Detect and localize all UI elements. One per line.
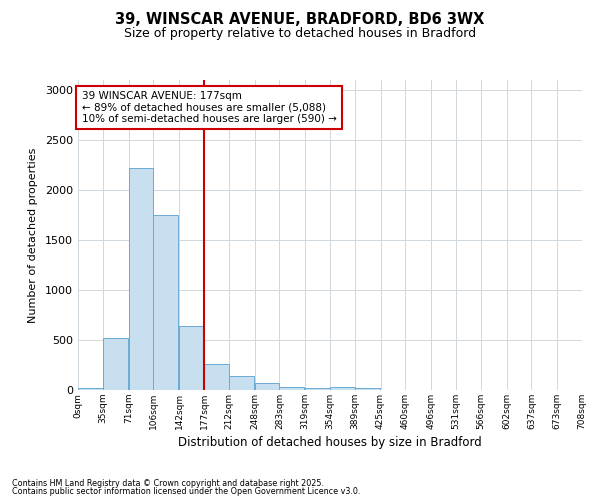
Text: Size of property relative to detached houses in Bradford: Size of property relative to detached ho… [124,27,476,40]
Bar [154,215,178,390]
Text: Contains HM Land Registry data © Crown copyright and database right 2025.: Contains HM Land Registry data © Crown c… [12,478,324,488]
Bar [330,387,355,390]
Bar [103,338,128,390]
Bar [229,376,254,390]
Y-axis label: Number of detached properties: Number of detached properties [28,148,38,322]
Bar [78,388,103,390]
Text: Contains public sector information licensed under the Open Government Licence v3: Contains public sector information licen… [12,487,361,496]
Text: 39, WINSCAR AVENUE, BRADFORD, BD6 3WX: 39, WINSCAR AVENUE, BRADFORD, BD6 3WX [115,12,485,28]
Bar [204,364,229,390]
Bar [355,388,380,390]
Bar [254,383,280,390]
Bar [128,168,154,390]
Bar [305,388,330,390]
X-axis label: Distribution of detached houses by size in Bradford: Distribution of detached houses by size … [178,436,482,449]
Text: 39 WINSCAR AVENUE: 177sqm
← 89% of detached houses are smaller (5,088)
10% of se: 39 WINSCAR AVENUE: 177sqm ← 89% of detac… [82,91,337,124]
Bar [280,387,304,390]
Bar [179,326,204,390]
